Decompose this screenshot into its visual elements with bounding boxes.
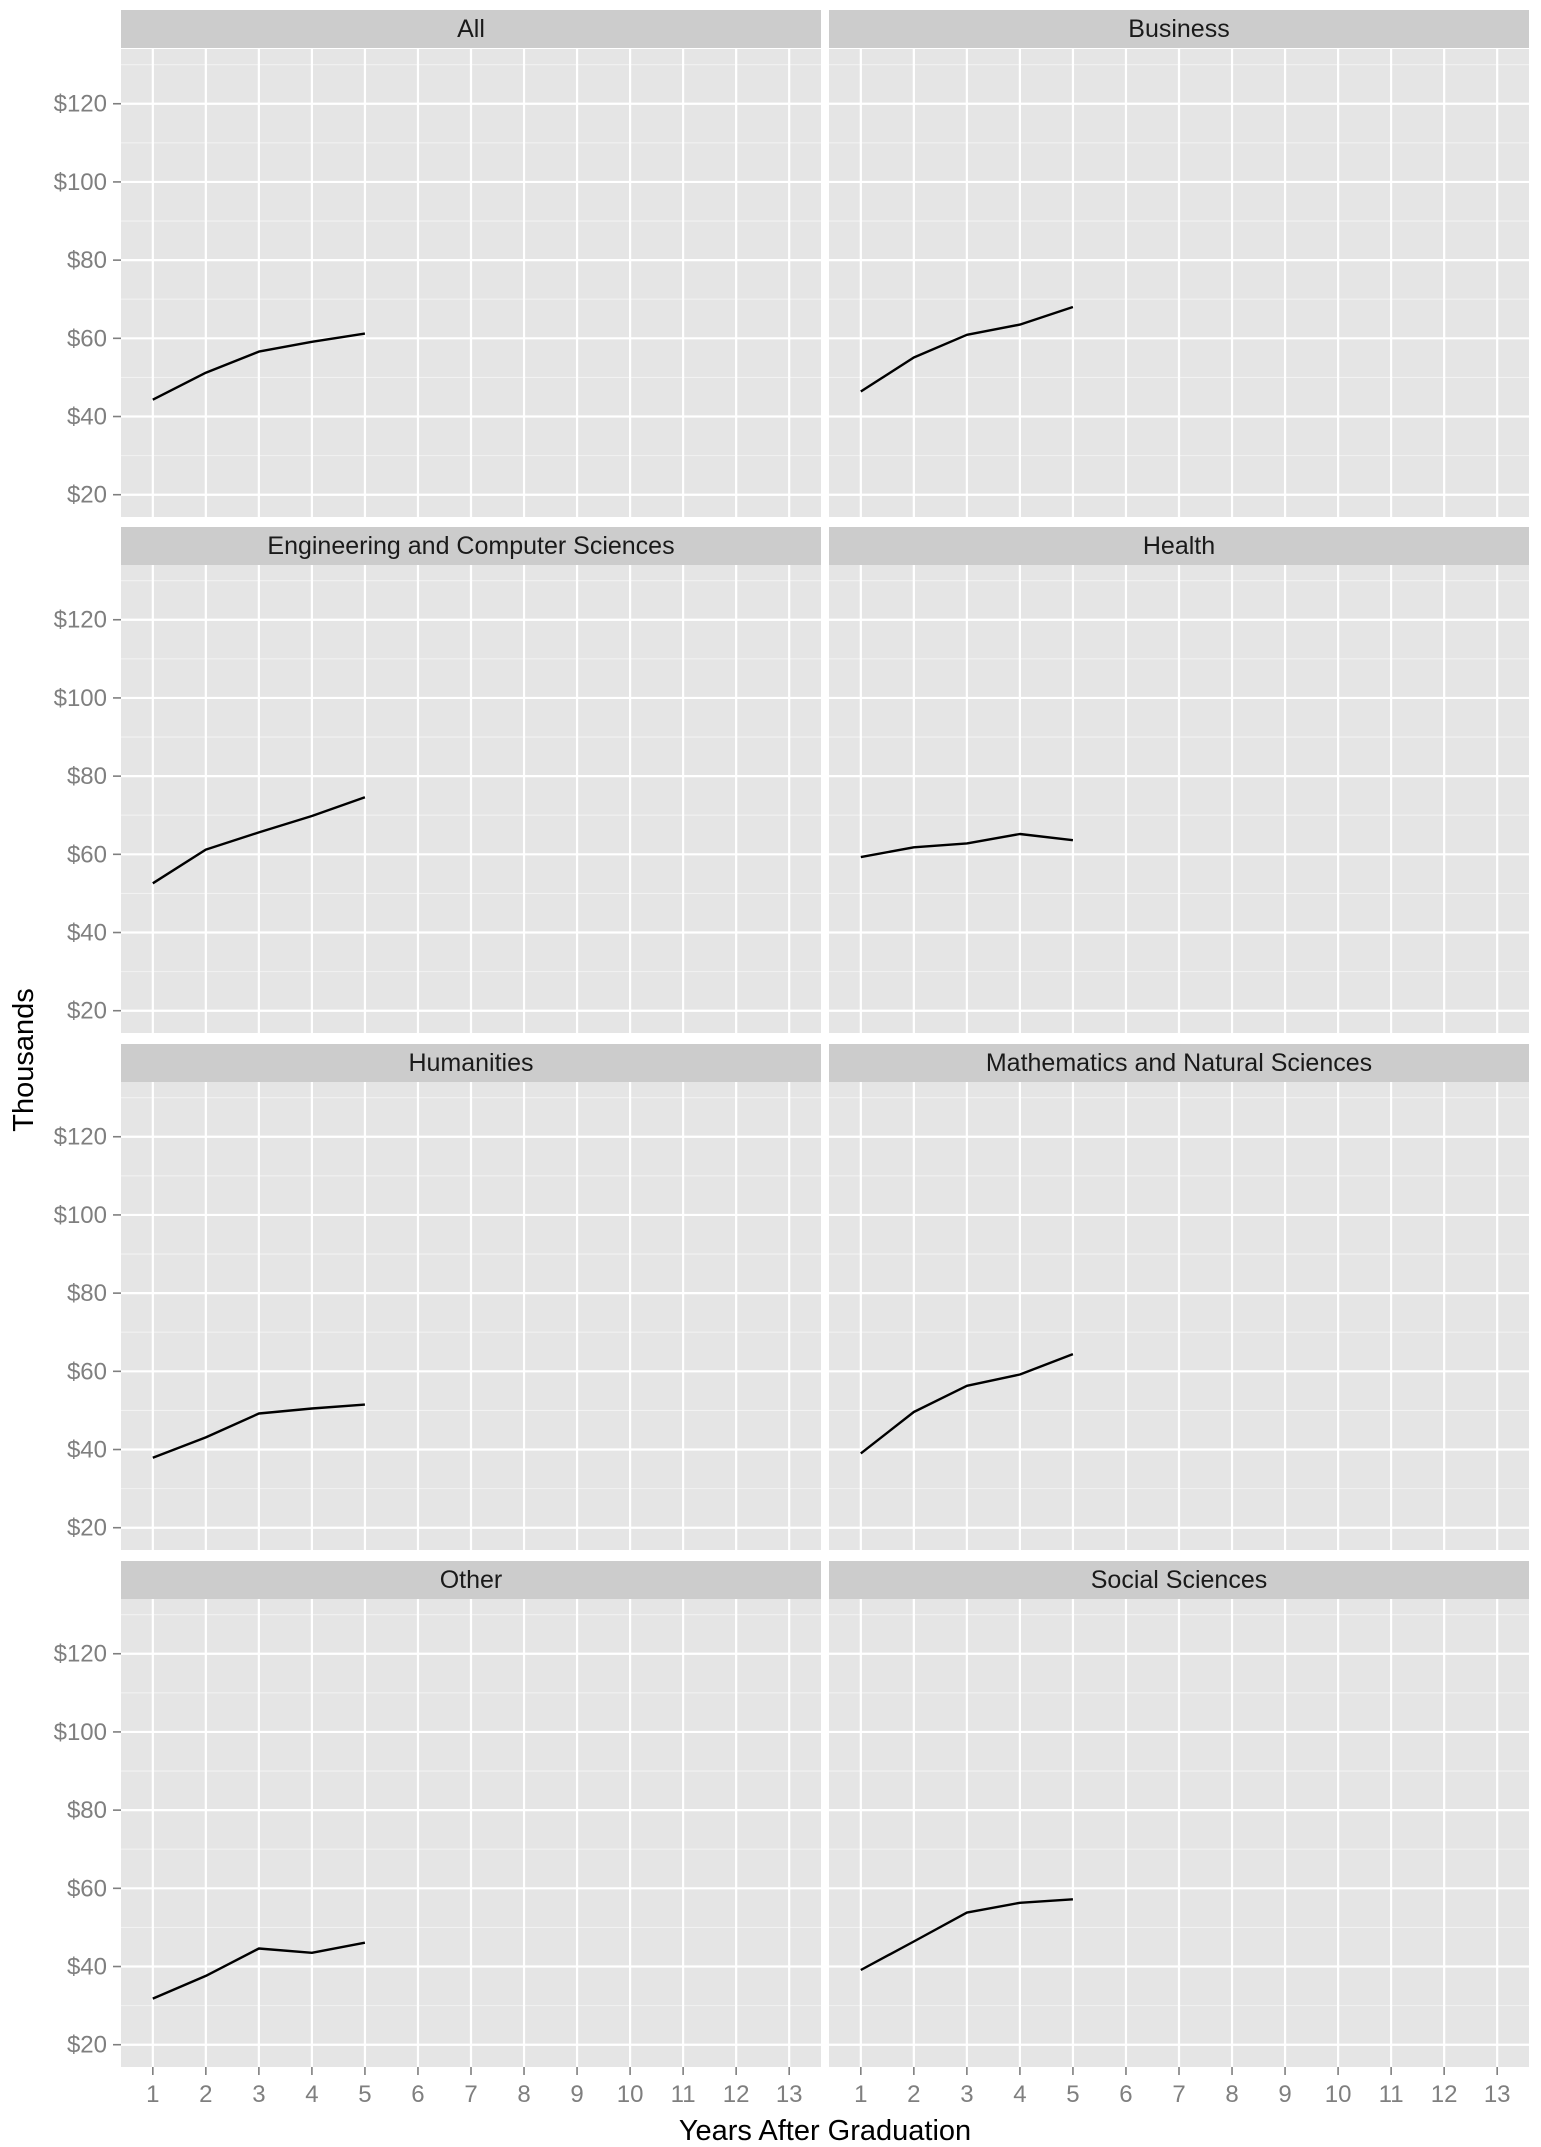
y-tick-label: $40 (67, 404, 107, 431)
x-tick-label: 8 (517, 2081, 530, 2108)
y-tick-label: $120 (54, 607, 107, 634)
series-line (860, 1352, 1074, 1455)
series-line (152, 332, 366, 401)
x-tick-label: 4 (305, 2081, 318, 2108)
facet-strip-label: Humanities (408, 1049, 533, 1077)
y-tick-label: $20 (67, 482, 107, 509)
y-tick-label: $100 (54, 169, 107, 196)
x-tick-label: 7 (464, 2081, 477, 2108)
y-tick-label: $20 (67, 2032, 107, 2059)
x-tick-label: 6 (411, 2081, 424, 2108)
x-tick-label: 9 (570, 2081, 583, 2108)
x-tick-label: 3 (252, 2081, 265, 2108)
facet-strip (121, 527, 821, 565)
x-tick-label: 10 (1325, 2081, 1352, 2108)
facet-panel: Business (829, 10, 1529, 517)
x-tick-label: 6 (1119, 2081, 1132, 2108)
series-line (152, 1941, 366, 2000)
facet-strip (121, 10, 821, 48)
facet-panels: All Business Engineering and Computer Scie… (121, 10, 1529, 2067)
x-tick-label: 5 (1066, 2081, 1079, 2108)
series-line (152, 1403, 365, 1459)
facet-panel: Mathematics and Natural Sciences (829, 1044, 1529, 1550)
x-axis-title: Years After Graduation (679, 2115, 971, 2147)
y-axis: $20 $40 $60 $80 $100 $120 $20 $40 $60 $80 $100 $120… (54, 91, 121, 2059)
facet-strip-label: Other (440, 1566, 503, 1594)
x-tick-label: 1 (854, 2081, 867, 2108)
y-tick-label: $60 (67, 841, 107, 868)
y-tick-label: $20 (67, 998, 107, 1025)
y-tick-label: $20 (67, 1515, 107, 1542)
x-tick-label: 8 (1225, 2081, 1238, 2108)
y-tick-label: $40 (67, 920, 107, 947)
facet-strip-label: Business (1128, 15, 1229, 43)
x-tick-label: 11 (1379, 2081, 1404, 2108)
x-tick-label: 11 (671, 2081, 696, 2108)
series-line (860, 1898, 1073, 1972)
series-line (860, 832, 1074, 859)
y-tick-label: $80 (67, 247, 107, 274)
x-tick-label: 13 (1484, 2081, 1511, 2108)
x-tick-label: 10 (617, 2081, 644, 2108)
facet-strip-label: Health (1143, 532, 1215, 560)
y-tick-label: $80 (67, 1280, 107, 1307)
y-tick-label: $100 (54, 1719, 107, 1746)
y-tick-label: $100 (54, 1202, 107, 1229)
y-tick-label: $60 (67, 1358, 107, 1385)
x-axis: 1 2 3 4 5 6 7 8 9 10 11 12 13 1 2 3 4 5 6 7 8 9 10 11 12 13 (146, 2067, 1511, 2108)
facet-panel: Other (121, 1561, 821, 2067)
series-line (152, 796, 366, 885)
x-tick-label: 4 (1013, 2081, 1026, 2108)
facet-strip-label: Mathematics and Natural Sciences (986, 1049, 1372, 1077)
y-tick-label: $80 (67, 1797, 107, 1824)
facet-strip (121, 1561, 821, 1599)
facet-strip (829, 1044, 1529, 1082)
facet-strip (121, 1044, 821, 1082)
facet-strip-label: All (457, 15, 485, 43)
facet-strip-label: Engineering and Computer Sciences (267, 532, 674, 560)
y-tick-label: $120 (54, 1641, 107, 1668)
x-tick-label: 13 (776, 2081, 803, 2108)
y-tick-label: $80 (67, 763, 107, 790)
facet-panel: All (121, 10, 821, 517)
facet-panel: Engineering and Computer Sciences (121, 527, 821, 1033)
facet-strip (829, 1561, 1529, 1599)
y-tick-label: $120 (54, 1124, 107, 1151)
y-tick-label: $120 (54, 91, 107, 118)
x-tick-label: 1 (146, 2081, 159, 2108)
y-tick-label: $40 (67, 1437, 107, 1464)
facet-strip (829, 10, 1529, 48)
y-axis-title: Thousands (8, 988, 40, 1132)
facet-strip-label: Social Sciences (1091, 1566, 1267, 1594)
x-tick-label: 2 (907, 2081, 920, 2108)
y-tick-label: $60 (67, 1875, 107, 1902)
series-line (860, 305, 1074, 393)
x-tick-label: 2 (199, 2081, 212, 2108)
facet-panel: Humanities (121, 1044, 821, 1550)
x-tick-label: 7 (1172, 2081, 1185, 2108)
x-tick-label: 12 (723, 2081, 750, 2108)
y-tick-label: $40 (67, 1954, 107, 1981)
y-tick-label: $100 (54, 685, 107, 712)
x-tick-label: 3 (960, 2081, 973, 2108)
y-tick-label: $60 (67, 325, 107, 352)
x-tick-label: 12 (1431, 2081, 1458, 2108)
x-tick-label: 9 (1278, 2081, 1291, 2108)
x-tick-label: 5 (358, 2081, 371, 2108)
facet-panel: Social Sciences (829, 1561, 1529, 2067)
facet-panel: Health (829, 527, 1529, 1033)
facet-strip (829, 527, 1529, 565)
